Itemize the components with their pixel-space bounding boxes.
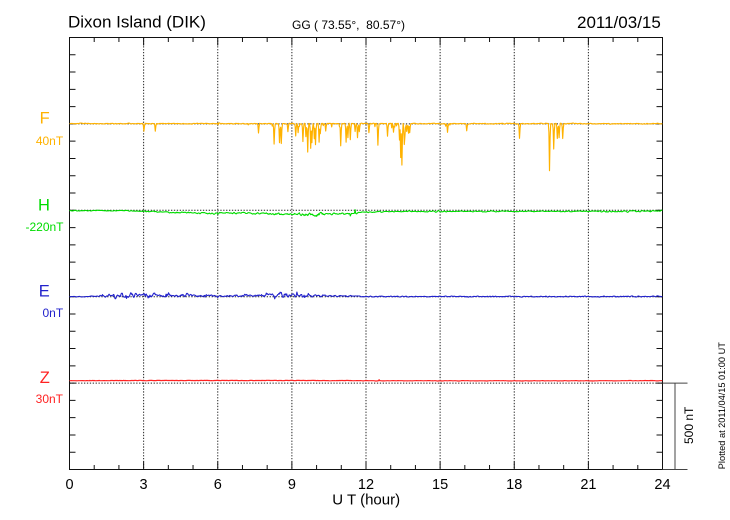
svg-text:15: 15	[432, 477, 448, 493]
svg-text:18: 18	[506, 477, 522, 493]
svg-text:12: 12	[358, 477, 374, 493]
svg-text:Dixon Island (DIK): Dixon Island (DIK)	[68, 13, 206, 32]
svg-text:500 nT: 500 nT	[682, 406, 696, 444]
svg-text:0nT: 0nT	[43, 306, 64, 320]
svg-text:30nT: 30nT	[36, 392, 64, 406]
svg-text:24: 24	[654, 477, 670, 493]
svg-text:0: 0	[65, 477, 73, 493]
svg-text:40nT: 40nT	[36, 134, 64, 148]
svg-text:Plotted at 2011/04/15 01:00 UT: Plotted at 2011/04/15 01:00 UT	[717, 342, 727, 469]
svg-text:6: 6	[214, 477, 222, 493]
svg-text:-220nT: -220nT	[25, 220, 64, 234]
svg-text:21: 21	[580, 477, 596, 493]
svg-text:GG ( 73.55°, 80.57°): GG ( 73.55°, 80.57°)	[292, 18, 405, 32]
svg-text:H: H	[38, 196, 50, 214]
svg-text:9: 9	[288, 477, 296, 493]
svg-text:3: 3	[140, 477, 148, 493]
svg-text:2011/03/15: 2011/03/15	[577, 13, 661, 32]
svg-text:Z: Z	[40, 369, 50, 387]
svg-text:F: F	[40, 110, 50, 128]
svg-text:U T (hour): U T (hour)	[332, 492, 400, 509]
svg-text:E: E	[39, 283, 50, 301]
